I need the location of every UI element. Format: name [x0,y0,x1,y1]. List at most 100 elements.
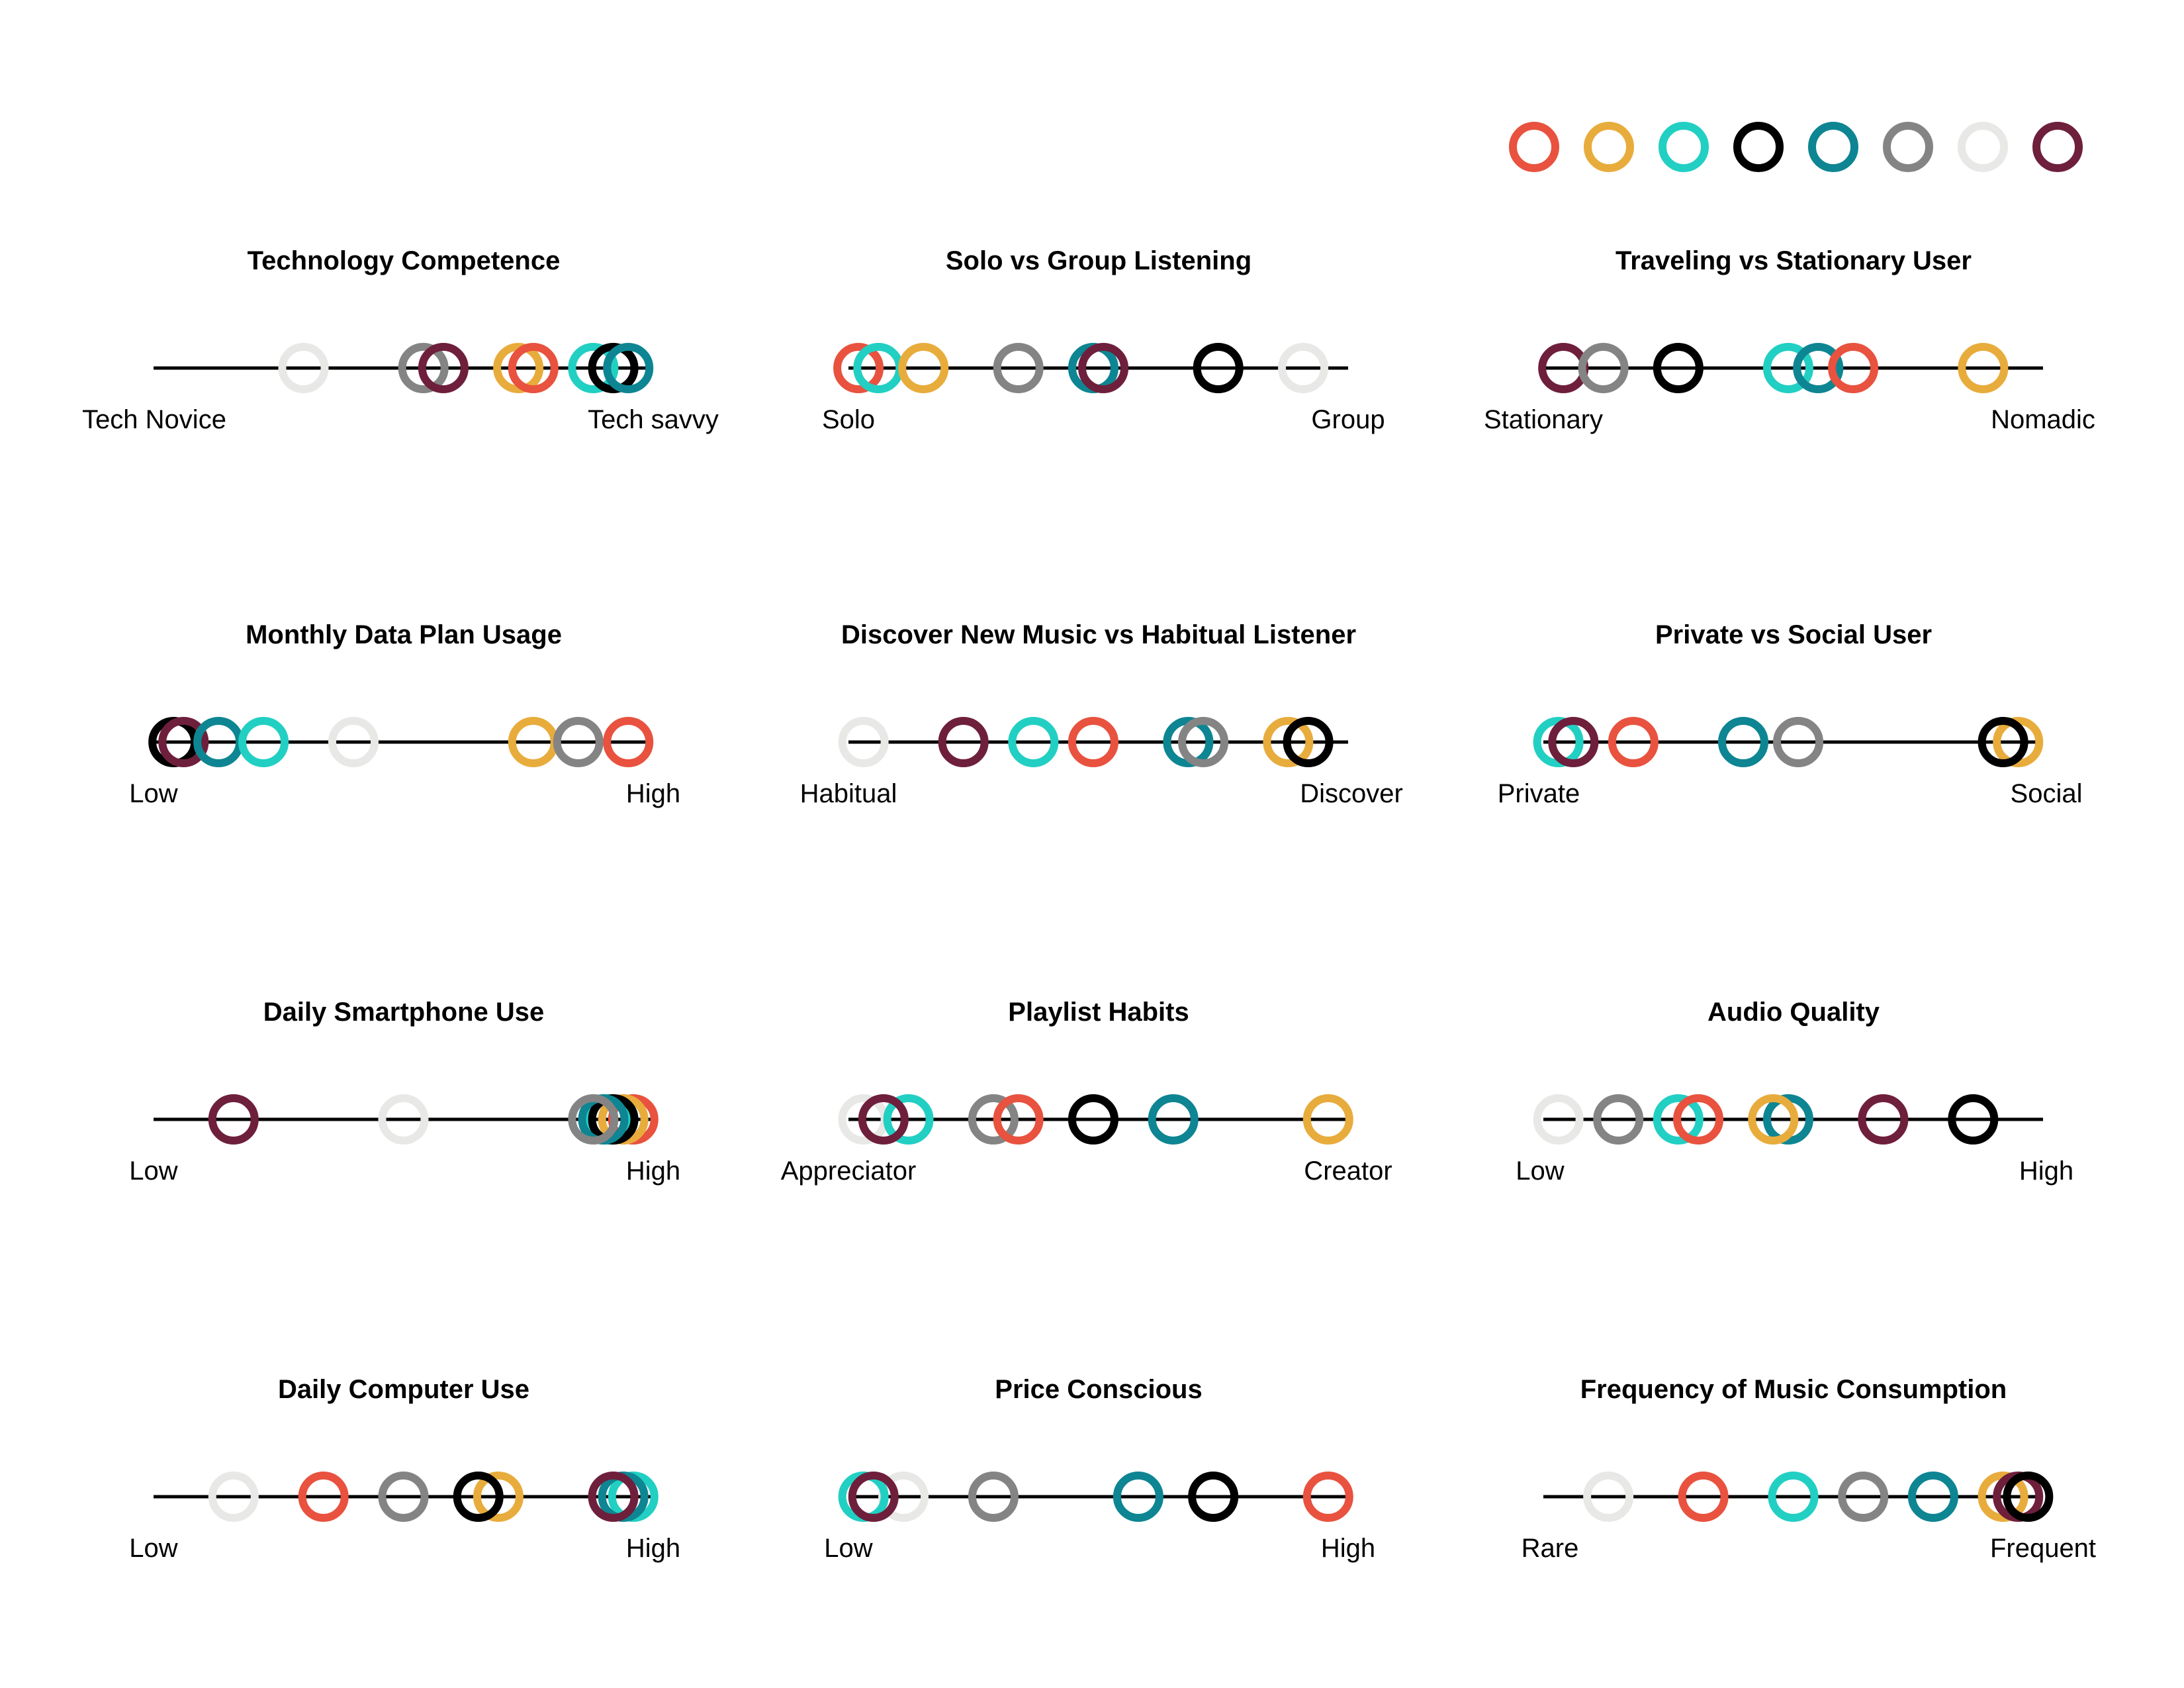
marker-teal [1793,343,1844,393]
left-axis-label: Low [1516,1156,1565,1186]
legend-swatch-light [1958,122,2008,172]
marker-maroon [938,717,989,767]
chart-title: Daily Smartphone Use [263,998,545,1027]
marker-light [208,1472,259,1522]
right-axis-label: Group [1311,405,1385,434]
marker-maroon [1078,343,1129,393]
marker-gold [473,1472,523,1522]
chart-price-conscious: Price Conscious Low High [768,1374,1430,1638]
left-axis-label: Private [1497,779,1580,808]
marker-turquoise [1008,717,1059,767]
chart-title: Daily Computer Use [277,1375,530,1404]
chart-title: Audio Quality [1707,998,1880,1027]
track-svg [1533,717,2044,767]
marker-maroon [858,1094,909,1145]
chart-title: Technology Competence [247,246,561,275]
legend-swatch-gold [1584,122,1634,172]
marker-gold [898,343,949,393]
right-axis-label: Nomadic [1991,405,2095,434]
left-axis-label: Rare [1521,1534,1579,1563]
marker-red [1828,343,1879,393]
chart-title: Monthly Data Plan Usage [246,620,562,649]
marker-gray [993,343,1044,393]
left-axis-label: Low [129,1156,178,1186]
legend-swatch-gray [1883,122,1933,172]
marker-red [1608,717,1659,767]
chart-title: Solo vs Group Listening [945,246,1252,275]
marker-gray [968,1094,1019,1145]
chart-title: Price Conscious [995,1375,1203,1404]
marker-black [1193,343,1244,393]
right-axis-label: High [1320,1534,1376,1563]
track-svg [1533,1094,2043,1145]
legend-swatch-maroon [2032,122,2083,172]
marker-black [453,1472,504,1522]
legend-swatch-turquoise [1659,122,1709,172]
marker-gold [493,343,544,393]
track-svg [838,717,1348,767]
legend-swatch-red [1509,122,1559,172]
marker-gray [553,717,604,767]
chart-title: Frequency of Music Consumption [1580,1375,2007,1404]
chart-traveling-vs-stationary-user: Traveling vs Stationary User Stationary … [1463,245,2124,510]
chart-monthly-data-plan-usage: Monthly Data Plan Usage Low High [73,619,735,884]
marker-maroon [418,343,469,393]
marker-gray [568,1094,619,1145]
marker-black [1948,1094,1999,1145]
marker-gray [1178,717,1229,767]
right-axis-label: High [625,1156,681,1186]
chart-title: Traveling vs Stationary User [1615,246,1972,275]
right-axis-label: Frequent [1989,1534,2097,1563]
right-axis-label: High [625,779,681,808]
marker-red [603,717,654,767]
right-axis-label: Discover [1300,779,1403,808]
marker-gray [1578,343,1629,393]
marker-gold [1302,1094,1353,1145]
left-axis-label: Solo [821,405,876,434]
track-svg [838,1472,1353,1522]
track-svg [154,343,654,393]
marker-teal [1163,717,1214,767]
chart-title: Private vs Social User [1655,620,1933,649]
left-axis-label: Low [129,779,178,808]
left-axis-label: Low [824,1534,873,1563]
marker-red [1678,1472,1729,1522]
track-svg [1543,1472,2054,1522]
track-svg [838,1094,1353,1145]
track-svg [154,1472,659,1522]
chart-playlist-habits: Playlist Habits Appreciator Creator [768,996,1430,1261]
marker-black [1283,717,1334,767]
right-axis-label: High [2019,1156,2074,1186]
marker-turquoise [1762,343,1813,393]
chart-solo-vs-group-listening: Solo vs Group Listening Solo Group [768,245,1430,510]
marker-teal [1762,1094,1813,1145]
chart-technology-competence: Technology Competence Tech Novice Tech s… [73,245,735,510]
marker-turquoise [1768,1472,1819,1522]
marker-maroon [158,717,209,767]
marker-gold [1958,343,2009,393]
legend-swatch-teal [1808,122,1858,172]
chart-title: Playlist Habits [1008,998,1189,1027]
marker-red [833,343,884,393]
marker-teal [1907,1472,1958,1522]
color-legend [1509,122,2083,172]
marker-turquoise [883,1094,934,1145]
chart-title: Discover New Music vs Habitual Listener [841,620,1357,649]
right-axis-label: High [625,1534,681,1563]
marker-gray [968,1472,1019,1522]
marker-light [1583,1472,1634,1522]
marker-black [1978,717,2028,767]
marker-maroon [848,1472,899,1522]
marker-turquoise [1653,1094,1704,1145]
marker-red [1068,717,1118,767]
chart-discover-vs-habitual: Discover New Music vs Habitual Listener … [768,619,1430,884]
marker-maroon [1548,717,1599,767]
left-axis-label: Appreciator [780,1156,917,1186]
track-svg [1538,343,2043,393]
marker-light [328,717,379,767]
marker-light [1278,343,1329,393]
marker-black [1188,1472,1239,1522]
track-svg [148,717,654,767]
marker-red [993,1094,1044,1145]
marker-light [378,1094,429,1145]
